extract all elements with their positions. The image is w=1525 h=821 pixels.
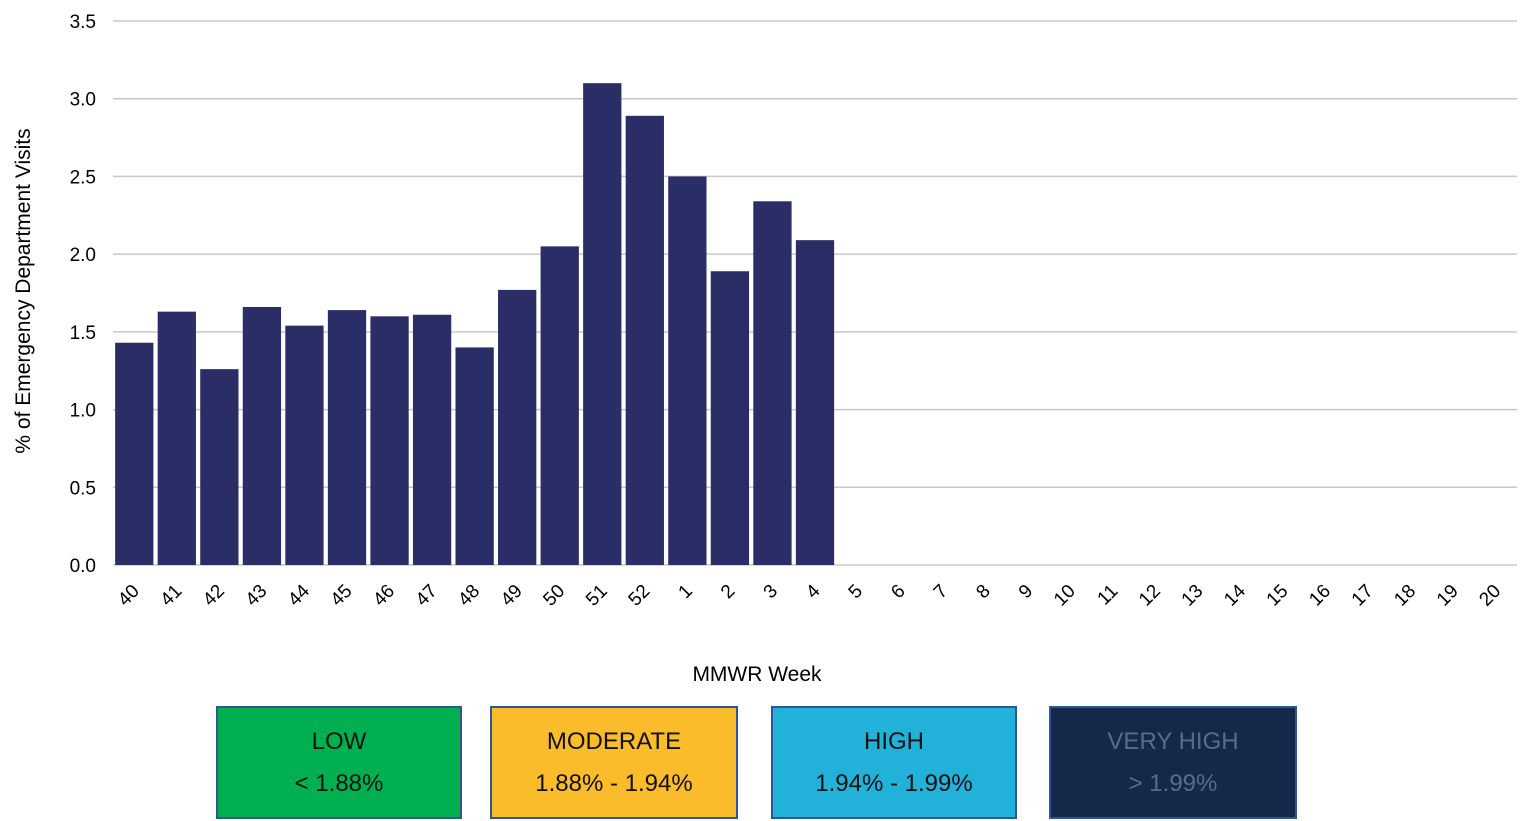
legend-low-range: < 1.88% xyxy=(294,770,384,797)
legend-low: LOW < 1.88% xyxy=(216,706,462,819)
x-tick-label: 49 xyxy=(497,581,527,611)
bar-week-41 xyxy=(157,311,196,565)
bar-week-45 xyxy=(327,310,367,565)
x-tick-label: 13 xyxy=(1178,581,1208,611)
x-tick-label: 18 xyxy=(1390,581,1420,611)
x-tick-label: 43 xyxy=(242,581,272,611)
bar-week-42 xyxy=(200,369,239,565)
y-tick-labels: 0.0 0.5 1.0 1.5 2.0 2.5 3.0 3.5 xyxy=(70,12,96,577)
x-tick-label: 12 xyxy=(1135,581,1165,611)
bar-week-2 xyxy=(710,271,750,565)
y-tick-label: 3.0 xyxy=(70,90,96,111)
bar-week-49 xyxy=(498,289,537,565)
y-tick-label: 0.5 xyxy=(70,478,96,499)
legend-very-high-range: > 1.99% xyxy=(1128,770,1218,797)
legend-low-name: LOW xyxy=(311,728,367,755)
bar-week-52 xyxy=(625,115,664,565)
x-tick-label: 20 xyxy=(1475,581,1505,611)
legend-moderate-range: 1.88% - 1.94% xyxy=(535,770,693,797)
x-tick-label: 7 xyxy=(930,581,952,603)
x-tick-label: 46 xyxy=(369,581,399,611)
x-tick-labels: 40 41 42 43 44 45 46 47 48 49 50 51 52 1 2 3 4 5 6 7 8 9 10 11 1… xyxy=(114,580,1505,610)
x-tick-label: 4 xyxy=(802,580,825,603)
bar-week-48 xyxy=(455,347,494,565)
legend-very-high: VERY HIGH > 1.99% xyxy=(1049,706,1297,819)
bar-week-50 xyxy=(540,246,579,565)
x-tick-label: 40 xyxy=(114,581,144,611)
x-tick-label: 48 xyxy=(454,581,484,611)
x-tick-label: 16 xyxy=(1305,581,1335,611)
x-tick-label: 11 xyxy=(1094,581,1123,610)
x-tick-label: 3 xyxy=(760,581,782,603)
x-tick-label: 50 xyxy=(539,581,569,611)
x-tick-label: 44 xyxy=(284,580,314,610)
x-tick-label: 10 xyxy=(1050,581,1080,611)
x-tick-label: 1 xyxy=(675,581,697,603)
bar-week-51 xyxy=(583,83,622,566)
x-tick-label: 5 xyxy=(845,581,867,603)
bar-week-4 xyxy=(795,240,835,565)
x-tick-label: 51 xyxy=(582,581,612,611)
legend-moderate: MODERATE 1.88% - 1.94% xyxy=(490,706,738,819)
x-tick-label: 17 xyxy=(1348,581,1378,611)
bar-week-3 xyxy=(753,201,792,565)
x-tick-label: 41 xyxy=(157,581,187,611)
x-tick-label: 15 xyxy=(1263,581,1293,611)
y-tick-label: 1.0 xyxy=(70,401,96,422)
x-tick-label: 2 xyxy=(717,581,739,603)
x-tick-label: 45 xyxy=(327,581,357,611)
legend-moderate-name: MODERATE xyxy=(546,728,682,755)
x-tick-label: 8 xyxy=(972,581,994,603)
bar-week-40 xyxy=(115,342,154,565)
legend-high: HIGH 1.94% - 1.99% xyxy=(771,706,1017,819)
bar-week-1 xyxy=(668,176,707,565)
bars xyxy=(115,83,835,566)
y-tick-label: 0.0 xyxy=(70,556,96,577)
x-tick-label: 6 xyxy=(887,581,909,603)
x-tick-label: 9 xyxy=(1015,581,1037,603)
bar-week-43 xyxy=(242,306,282,565)
x-tick-label: 52 xyxy=(625,581,655,611)
legend-very-high-name: VERY HIGH xyxy=(1107,728,1239,755)
x-tick-label: 14 xyxy=(1220,580,1250,610)
y-tick-label: 2.5 xyxy=(70,167,96,188)
y-tick-label: 1.5 xyxy=(70,323,96,344)
x-tick-label: 47 xyxy=(412,581,442,611)
bar-week-46 xyxy=(370,316,409,565)
y-axis-title: % of Emergency Department Visits xyxy=(12,128,35,453)
y-tick-label: 2.0 xyxy=(70,245,96,266)
legend-high-name: HIGH xyxy=(864,728,924,755)
x-axis-title: MMWR Week xyxy=(692,663,822,686)
legend-high-range: 1.94% - 1.99% xyxy=(815,770,973,797)
bar-week-47 xyxy=(412,314,452,565)
bar-week-44 xyxy=(285,325,324,565)
y-tick-label: 3.5 xyxy=(70,12,96,33)
x-tick-label: 19 xyxy=(1433,581,1463,611)
x-tick-label: 42 xyxy=(199,581,229,611)
